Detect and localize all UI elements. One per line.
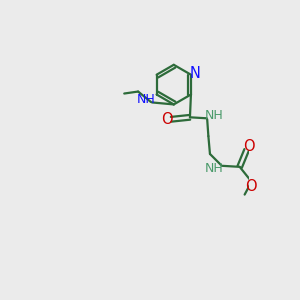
Text: NH: NH [205,110,224,122]
Text: O: O [161,112,172,127]
Text: NH: NH [137,93,156,106]
Text: NH: NH [205,162,224,175]
Text: N: N [190,66,201,81]
Text: O: O [245,179,256,194]
Text: O: O [243,139,254,154]
